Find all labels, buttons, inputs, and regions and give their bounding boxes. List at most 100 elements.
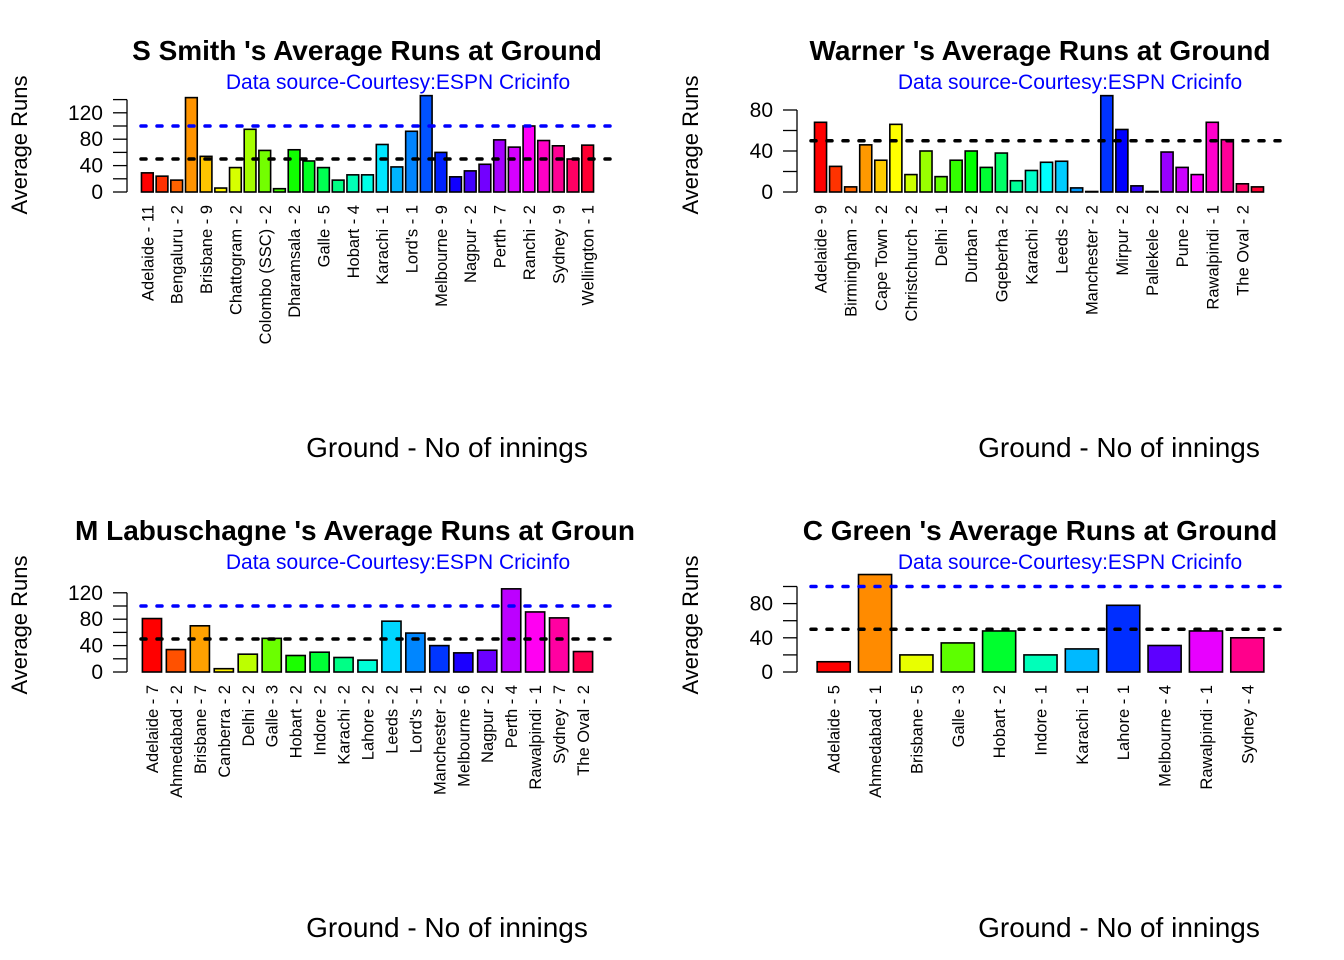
x-tick-label: Galle - 5 (315, 205, 333, 267)
chart-subtitle: Data source-Courtesy:ESPN Cricinfo (226, 71, 570, 94)
x-tick-label: Nagpur - 2 (479, 685, 497, 763)
y-tick-label: 0 (91, 661, 103, 684)
bar (934, 175, 948, 193)
x-tick-label: Lahore - 2 (360, 685, 378, 760)
chart-title: M Labuschagne 's Average Runs at Groun (75, 515, 635, 546)
bar (981, 630, 1017, 673)
x-tick-label: Chattogram - 2 (227, 205, 245, 315)
bar (1099, 94, 1114, 193)
bar (258, 149, 272, 193)
y-tick-label: 40 (80, 155, 103, 178)
bar (979, 166, 994, 193)
x-tick-label: Galle - 3 (264, 685, 282, 747)
x-tick-label: Canberra - 2 (216, 685, 234, 778)
x-tick-label: Ranchi - 2 (521, 205, 539, 280)
x-tick-label: Bengaluru - 2 (169, 205, 187, 304)
bar (1009, 179, 1024, 193)
x-tick-label: Mirpur - 2 (1114, 205, 1132, 276)
bar (858, 144, 873, 193)
y-tick-label: 40 (80, 635, 103, 658)
x-tick-label: Colombo (SSC) - 2 (257, 205, 275, 344)
x-tick-label: Rawalpindi - 1 (1198, 685, 1216, 790)
chart-panel-1: S Smith 's Average Runs at Ground Data so… (7, 35, 612, 463)
x-tick-label: Melbourne - 4 (1157, 685, 1175, 787)
x-tick-label: Indore - 1 (1033, 685, 1051, 756)
x-tick-label: Cape Town - 2 (873, 205, 891, 311)
chart-panel-4: C Green 's Average Runs at Ground Data so… (678, 515, 1285, 943)
bar (1229, 636, 1265, 673)
y-axis-label: Average Runs (7, 555, 32, 694)
x-tick-label: Galle - 3 (950, 685, 968, 747)
bar (309, 651, 330, 673)
x-tick-label: Karachi - 1 (1074, 685, 1092, 765)
x-tick-label: Birmingham - 2 (843, 205, 861, 317)
bar (548, 617, 570, 673)
y-axis-label: Average Runs (7, 75, 32, 214)
x-tick-label: Melbourne - 6 (455, 685, 473, 787)
bar (1160, 151, 1174, 193)
x-tick-label: The Oval - 2 (575, 685, 593, 776)
bar (478, 163, 492, 193)
x-tick-label: Pune - 2 (1174, 205, 1192, 267)
bar (1188, 630, 1224, 673)
bar (899, 654, 934, 673)
bar (500, 588, 522, 673)
bar (346, 174, 360, 193)
bar (140, 172, 155, 193)
chart-panel-3: M Labuschagne 's Average Runs at Groun Da… (7, 515, 635, 943)
bar (1190, 173, 1205, 193)
y-tick-label: 80 (750, 99, 773, 122)
bar (551, 145, 565, 193)
x-tick-label: Hobart - 4 (345, 205, 363, 278)
bar (889, 123, 903, 193)
x-tick-label: Adelaide - 7 (144, 685, 162, 773)
bar (816, 660, 852, 673)
bar (1105, 604, 1141, 673)
bar (199, 155, 213, 193)
bar (404, 130, 419, 193)
bar (1115, 128, 1129, 193)
bar (302, 160, 316, 193)
y-axis-label: Average Runs (678, 555, 703, 694)
x-tick-label: Lord's - 1 (404, 205, 422, 273)
bar (237, 653, 259, 673)
x-tick-label: Sydney - 9 (550, 205, 568, 284)
x-tick-label: Delhi - 1 (933, 205, 951, 266)
bar (1147, 644, 1182, 673)
bar (1175, 166, 1189, 193)
x-tick-label: Dharamsala - 2 (286, 205, 304, 318)
x-tick-label: Indore - 2 (312, 685, 330, 756)
x-tick-label: Delhi - 2 (240, 685, 258, 746)
bar (214, 187, 228, 193)
bar (165, 648, 187, 673)
bar (873, 159, 888, 193)
bar (184, 96, 199, 193)
x-axis-label: Ground - No of innings (978, 432, 1260, 463)
bar (919, 150, 933, 193)
bar (1084, 190, 1099, 193)
x-tick-label: Lahore - 1 (1115, 685, 1133, 760)
chart-title: Warner 's Average Runs at Ground (810, 35, 1271, 66)
y-tick-label: 120 (68, 102, 103, 125)
bar (843, 186, 858, 193)
bar (1064, 648, 1100, 673)
x-tick-label: Karachi - 2 (1023, 205, 1041, 285)
x-tick-label: Brisbane - 5 (908, 685, 926, 774)
x-tick-label: Lord's - 1 (407, 685, 425, 753)
bar (572, 650, 594, 673)
y-tick-label: 80 (80, 608, 103, 631)
bar (1235, 183, 1250, 193)
bar (1250, 186, 1265, 193)
y-tick-label: 40 (750, 627, 773, 650)
chart-title: S Smith 's Average Runs at Ground (132, 35, 602, 66)
x-tick-label: Adelaide - 11 (139, 205, 157, 301)
y-tick-label: 80 (750, 593, 773, 616)
chart-subtitle: Data source-Courtesy:ESPN Cricinfo (898, 551, 1242, 574)
x-tick-label: Ahmedabad - 1 (867, 685, 885, 798)
x-tick-label: Rawalpindi - 1 (527, 685, 545, 790)
bar (333, 656, 354, 673)
bar (1220, 138, 1235, 193)
x-tick-label: Adelaide - 9 (813, 205, 831, 293)
bar (813, 121, 828, 193)
x-tick-label: Manchester - 2 (431, 685, 449, 795)
